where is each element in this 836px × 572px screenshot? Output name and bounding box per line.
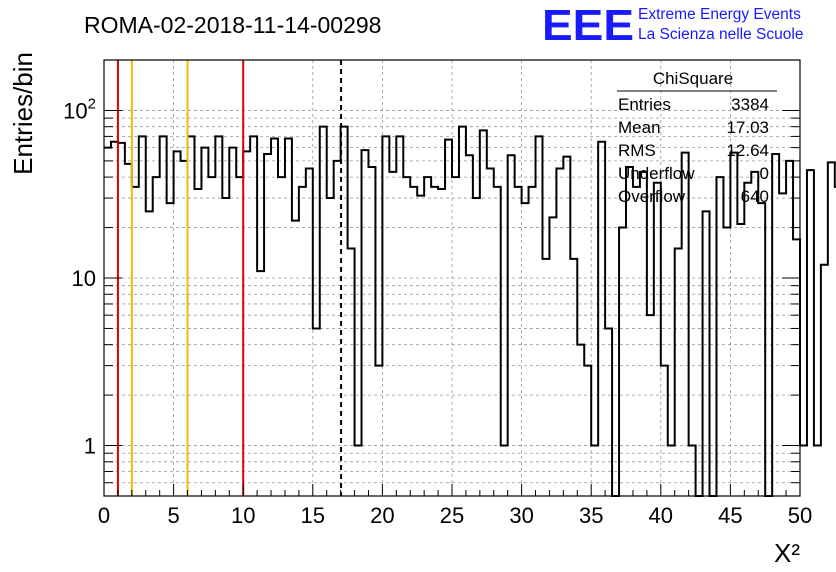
x-tick-label: 15 [301,503,325,528]
y-tick-label: 1 [84,434,96,459]
stats-label-rms: RMS [618,141,656,160]
y-tick-label: 10 [72,266,96,291]
x-tick-label: 20 [370,503,394,528]
y-tick-label: 102 [63,95,96,123]
logo-line-1: Extreme Energy Events [638,6,801,23]
eee-logo: EEE [542,1,634,50]
stats-label-overflow: Overflow [618,187,686,206]
stats-title: ChiSquare [653,69,733,88]
x-tick-label: 40 [649,503,673,528]
stats-label-entries: Entries [618,95,671,114]
stats-label-underflow: Underflow [618,164,695,183]
stats-value-overflow: 640 [741,187,769,206]
stats-box: ChiSquare Entries 3384 Mean 17.03 RMS 12… [617,69,777,206]
x-axis-label: X² [774,538,800,568]
x-tick-label: 10 [231,503,255,528]
x-tick-label: 0 [98,503,110,528]
x-tick-label: 25 [440,503,464,528]
grid-lines [104,60,800,496]
axes: 0 5 10 15 20 25 30 35 40 45 50 1 10 102 [63,95,812,528]
logo-line-2: La Scienza nelle Scuole [638,26,803,43]
run-title: ROMA-02-2018-11-14-00298 [84,12,381,38]
y-axis-label: Entries/bin [8,52,38,175]
stats-value-entries: 3384 [731,95,769,114]
x-tick-label: 50 [788,503,812,528]
x-tick-label: 45 [718,503,742,528]
stats-value-rms: 12.64 [726,141,769,160]
stats-value-underflow: 0 [760,164,769,183]
x-tick-label: 5 [167,503,179,528]
stats-value-mean: 17.03 [726,118,769,137]
histogram-bars [104,125,836,497]
stats-label-mean: Mean [618,118,661,137]
x-tick-label: 30 [509,503,533,528]
histogram-outline [104,125,836,497]
marker-lines [116,60,343,496]
x-tick-label: 35 [579,503,603,528]
